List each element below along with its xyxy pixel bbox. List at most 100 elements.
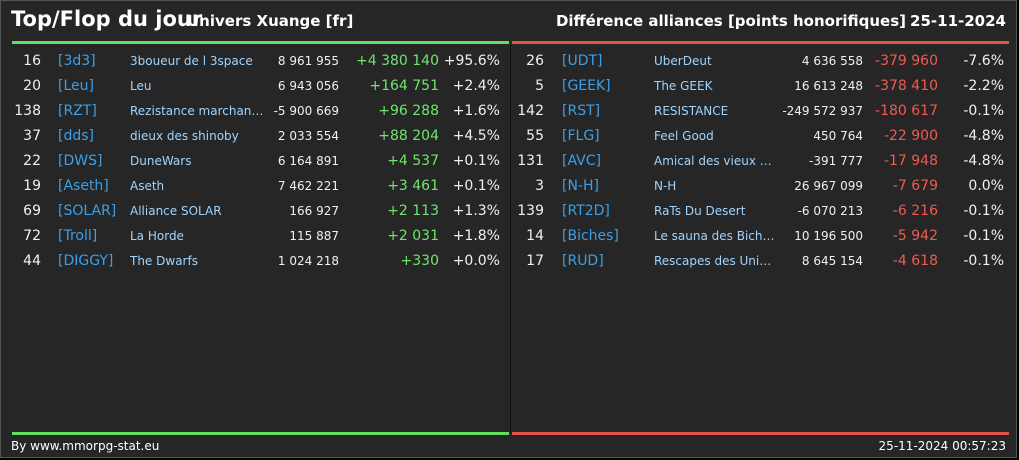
flop-row: 142 [RST] RESISTANCE -249 572 937 -180 617 -0… (511, 99, 1019, 124)
alliance-diff: -17 948 (883, 153, 938, 169)
alliance-pct: -7.6% (963, 53, 1004, 69)
alliance-diff: +2 113 (387, 203, 439, 219)
alliance-name[interactable]: RESISTANCE (654, 104, 729, 118)
alliance-tag[interactable]: [3d3] (58, 53, 96, 69)
alliance-total: 166 927 (289, 204, 339, 218)
alliance-rank: 69 (23, 203, 41, 219)
alliance-name[interactable]: Amical des vieux co... (654, 154, 776, 168)
top-accent-bar-red (512, 41, 1009, 44)
alliance-pct: +2.4% (452, 78, 500, 94)
alliance-total: 8 961 955 (277, 54, 339, 68)
bottom-accent-bar-red (512, 432, 1009, 435)
alliance-name[interactable]: Feel Good (654, 129, 714, 143)
alliance-name[interactable]: Alliance SOLAR (130, 204, 222, 218)
alliance-name[interactable]: Rezistance marchande (130, 104, 265, 118)
alliance-diff: +4 537 (387, 153, 439, 169)
alliance-tag[interactable]: [DIGGY] (58, 253, 114, 269)
alliance-diff: +88 204 (378, 128, 439, 144)
alliance-total: 115 887 (289, 229, 339, 243)
top-row: 72 [Troll] La Horde 115 887 +2 031 +1.8% (1, 224, 510, 249)
source-credit: By www.mmorpg-stat.eu (11, 439, 160, 453)
alliance-diff: -7 679 (892, 178, 938, 194)
alliance-diff: +4 380 140 (356, 53, 439, 69)
alliance-name[interactable]: Le sauna des Biche... (654, 229, 776, 243)
alliance-tag[interactable]: [RT2D] (562, 203, 610, 219)
alliance-pct: -0.1% (963, 103, 1004, 119)
alliance-total: 1 024 218 (277, 254, 339, 268)
alliance-name[interactable]: Rescapes des Univ... (654, 254, 776, 268)
alliance-rank: 19 (23, 178, 41, 194)
alliance-tag[interactable]: [RST] (562, 103, 601, 119)
alliance-tag[interactable]: [dds] (58, 128, 94, 144)
alliance-tag[interactable]: [Biches] (562, 228, 619, 244)
top-row: 37 [dds] dieux des shinoby 2 033 554 +88 204… (1, 124, 510, 149)
alliance-rank: 3 (535, 178, 544, 194)
alliance-total: 10 196 500 (794, 229, 863, 243)
top-row: 69 [SOLAR] Alliance SOLAR 166 927 +2 113 +1.3… (1, 199, 510, 224)
alliance-tag[interactable]: [RZT] (58, 103, 97, 119)
alliance-tag[interactable]: [UDT] (562, 53, 603, 69)
alliance-tag[interactable]: [SOLAR] (58, 203, 117, 219)
top-row: 19 [Aseth] Aseth 7 462 221 +3 461 +0.1% (1, 174, 510, 199)
alliance-rank: 17 (526, 253, 544, 269)
alliance-tag[interactable]: [N-H] (562, 178, 599, 194)
alliance-name[interactable]: The GEEK (654, 79, 713, 93)
alliance-total: 26 967 099 (794, 179, 863, 193)
alliance-tag[interactable]: [AVC] (562, 153, 601, 169)
alliance-pct: +1.3% (452, 203, 500, 219)
alliance-name[interactable]: La Horde (130, 229, 184, 243)
top-row: 20 [Leu] Leu 6 943 056 +164 751 +2.4% (1, 74, 510, 99)
alliance-name[interactable]: dieux des shinoby (130, 129, 239, 143)
alliance-pct: +95.6% (443, 53, 500, 69)
alliance-rank: 131 (517, 153, 544, 169)
alliance-name[interactable]: UberDeut (654, 54, 712, 68)
alliance-total: 6 164 891 (277, 154, 339, 168)
alliance-total: -249 572 937 (782, 104, 863, 118)
alliance-rank: 16 (23, 53, 41, 69)
alliance-name[interactable]: Aseth (130, 179, 165, 193)
alliance-tag[interactable]: [FLG] (562, 128, 600, 144)
alliance-tag[interactable]: [RUD] (562, 253, 604, 269)
alliance-tag[interactable]: [GEEK] (562, 78, 611, 94)
alliance-name[interactable]: The Dwarfs (130, 254, 198, 268)
alliance-pct: +1.6% (452, 103, 500, 119)
stat-title: Différence alliances [points honorifique… (555, 12, 906, 30)
alliance-pct: +1.8% (452, 228, 500, 244)
flop-row: 26 [UDT] UberDeut 4 636 558 -379 960 -7.6% (511, 49, 1019, 74)
alliance-tag[interactable]: [DWS] (58, 153, 103, 169)
alliance-rank: 22 (23, 153, 41, 169)
top-row: 16 [3d3] 3boueur de l 3space 8 961 955 +4 38… (1, 49, 510, 74)
alliance-tag[interactable]: [Aseth] (58, 178, 109, 194)
alliance-name[interactable]: DuneWars (130, 154, 192, 168)
alliance-rank: 72 (23, 228, 41, 244)
alliance-name[interactable]: 3boueur de l 3space (130, 54, 253, 68)
alliance-total: 4 636 558 (801, 54, 863, 68)
alliance-pct: -0.1% (963, 203, 1004, 219)
alliance-total: -5 900 669 (273, 104, 339, 118)
alliance-tag[interactable]: [Troll] (58, 228, 98, 244)
alliance-diff: -180 617 (875, 103, 938, 119)
alliance-diff: +96 288 (378, 103, 439, 119)
alliance-diff: -378 410 (875, 78, 938, 94)
alliance-total: 16 613 248 (794, 79, 863, 93)
universe-label: Univers Xuange [fr] (187, 12, 354, 30)
alliance-total: 6 943 056 (277, 79, 339, 93)
column-divider (510, 45, 511, 433)
alliance-pct: -0.1% (963, 253, 1004, 269)
flop-row: 5 [GEEK] The GEEK 16 613 248 -378 410 -2.2% (511, 74, 1019, 99)
alliance-diff: +3 461 (387, 178, 439, 194)
alliance-name[interactable]: RaTs Du Desert (654, 204, 746, 218)
flop-row: 139 [RT2D] RaTs Du Desert -6 070 213 -6 216 -… (511, 199, 1019, 224)
alliance-total: 7 462 221 (277, 179, 339, 193)
alliance-pct: 0.0% (968, 178, 1004, 194)
alliance-name[interactable]: N-H (654, 179, 677, 193)
alliance-name[interactable]: Leu (130, 79, 152, 93)
alliance-diff: +164 751 (369, 78, 439, 94)
alliance-diff: -22 900 (883, 128, 938, 144)
alliance-rank: 44 (23, 253, 41, 269)
top-row: 44 [DIGGY] The Dwarfs 1 024 218 +330 +0.0% (1, 249, 510, 274)
alliance-pct: -4.8% (963, 153, 1004, 169)
alliance-tag[interactable]: [Leu] (58, 78, 94, 94)
alliance-pct: +0.1% (452, 178, 500, 194)
alliance-diff: -4 618 (892, 253, 938, 269)
